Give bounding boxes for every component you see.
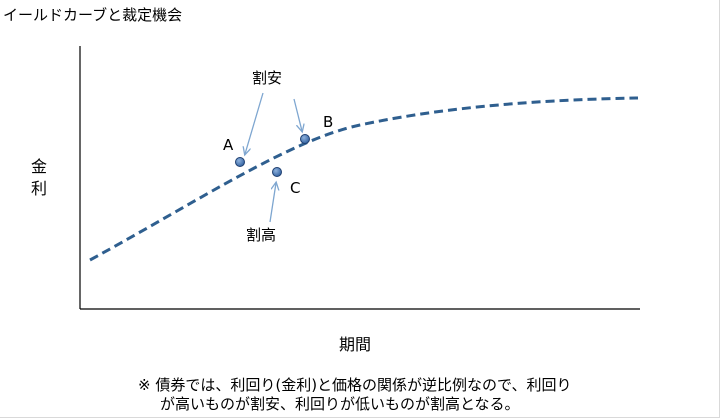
figure-title: イールドカーブと裁定機会 xyxy=(3,6,183,24)
point-b-label: B xyxy=(323,113,333,131)
cheap-arrow-to-b xyxy=(293,98,302,131)
footnote: ※ 債券では、利回り(金利)と価格の関係が逆比例なので、利回り が高いものが割安… xyxy=(138,376,571,414)
footnote-line-1: ※ 債券では、利回り(金利)と価格の関係が逆比例なので、利回り xyxy=(138,376,572,394)
footnote-line-2: が高いものが割安、利回りが低いものが割高となる。 xyxy=(160,395,520,413)
rich-annotation-label: 割高 xyxy=(246,226,276,244)
point-a-label: A xyxy=(223,136,234,154)
cheap-arrow-to-a xyxy=(245,92,264,154)
rich-arrow-to-c xyxy=(269,183,276,223)
cheap-annotation-label: 割安 xyxy=(252,69,282,87)
y-axis-label: 金利 xyxy=(30,157,47,198)
point-a-marker xyxy=(235,157,245,167)
yield-curve-line xyxy=(89,96,639,262)
point-b-marker xyxy=(300,134,310,144)
point-c-marker xyxy=(272,167,282,177)
x-axis-label: 期間 xyxy=(339,335,372,354)
point-c-label: C xyxy=(290,179,300,197)
